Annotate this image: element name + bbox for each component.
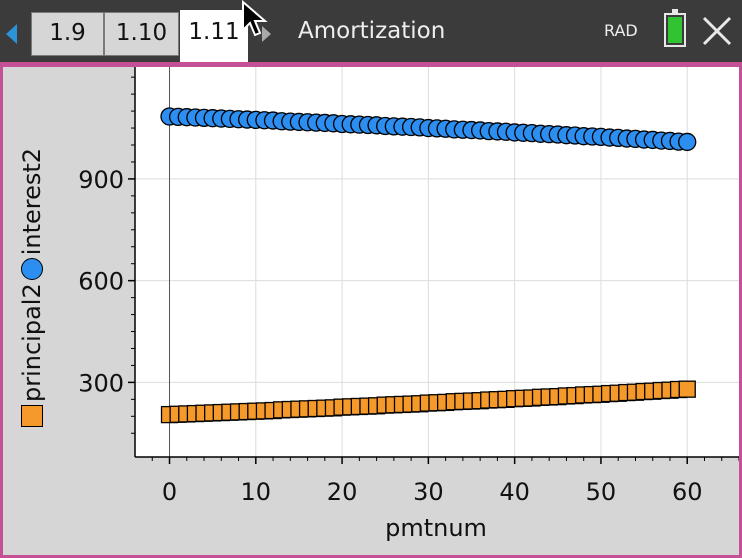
battery-icon: [664, 9, 686, 47]
x-tick-label: 30: [413, 478, 444, 506]
previous-page-arrow-icon[interactable]: [6, 24, 17, 44]
tab-accent-line: [0, 62, 742, 67]
y-tick-label: 300: [78, 369, 124, 397]
frame-border-left: [0, 67, 3, 558]
interest2-point[interactable]: [678, 132, 697, 152]
angle-mode-indicator: RAD: [604, 21, 638, 40]
y-tick-label: 600: [78, 268, 124, 296]
y-label-interest2: interest2: [18, 147, 46, 256]
tab-1-10[interactable]: 1.10: [104, 12, 179, 56]
x-tick-label: 50: [586, 478, 617, 506]
next-page-arrow-icon[interactable]: [262, 26, 271, 42]
frame-border-right: [739, 67, 742, 558]
x-tick-label: 0: [162, 478, 177, 506]
y-axis-title[interactable]: principal2 interest2: [18, 148, 46, 430]
x-tick-label: 20: [327, 478, 358, 506]
principal2-point[interactable]: [678, 380, 696, 398]
mouse-pointer-icon: [242, 0, 268, 37]
x-tick-label: 10: [241, 478, 272, 506]
y-tick-label: 900: [78, 166, 124, 194]
x-axis-title[interactable]: pmtnum: [385, 514, 487, 542]
x-tick-label: 60: [672, 478, 703, 506]
frame-border-bottom: [0, 555, 742, 558]
close-icon[interactable]: [700, 14, 734, 48]
scatter-plot[interactable]: 300 600 900 0 10 20 30 40 50 60 pmtnum: [0, 67, 742, 555]
tab-1-11[interactable]: 1.11: [180, 10, 248, 67]
document-title: Amortization: [298, 18, 446, 44]
title-bar: 1.9 1.10 1.11 Amortization RAD: [0, 0, 742, 67]
x-tick-label: 40: [499, 478, 530, 506]
y-label-principal2: principal2: [18, 283, 46, 402]
legend-square-icon: [21, 405, 43, 427]
legend-circle-icon: [21, 258, 43, 281]
tab-1-9[interactable]: 1.9: [31, 12, 104, 56]
